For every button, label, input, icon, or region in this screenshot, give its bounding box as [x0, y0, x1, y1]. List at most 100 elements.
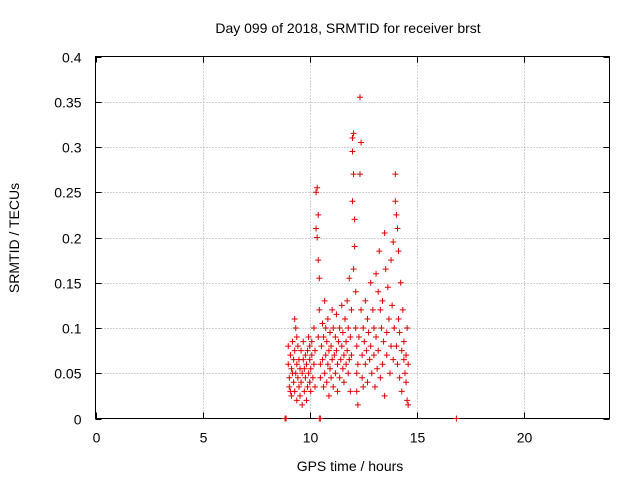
- data-point: [393, 343, 400, 350]
- data-point: [309, 374, 316, 381]
- data-point: [351, 243, 358, 250]
- data-point: [379, 361, 386, 368]
- data-point: [367, 279, 374, 286]
- data-point: [344, 297, 351, 304]
- data-point: [351, 216, 358, 223]
- data-point: [302, 374, 309, 381]
- data-point: [395, 248, 402, 255]
- data-point: [320, 383, 327, 390]
- x-tick-label: 20: [517, 430, 533, 446]
- data-point: [396, 329, 403, 336]
- data-point: [385, 315, 392, 322]
- data-point: [343, 338, 350, 345]
- data-point: [288, 365, 295, 372]
- data-point: [306, 379, 313, 386]
- data-point: [396, 374, 403, 381]
- data-point: [369, 306, 376, 313]
- data-point: [307, 365, 314, 372]
- data-point: [377, 374, 384, 381]
- data-point: [350, 171, 357, 178]
- data-point: [382, 266, 389, 273]
- data-point: [303, 397, 310, 404]
- data-point: [308, 352, 315, 359]
- data-point: [374, 365, 381, 372]
- data-point: [349, 148, 356, 155]
- y-tick-label: 0.3: [62, 140, 82, 156]
- y-tick-label: 0.35: [54, 95, 81, 111]
- data-point: [355, 334, 362, 341]
- data-point: [288, 392, 295, 399]
- data-point: [335, 338, 342, 345]
- data-point: [349, 198, 356, 205]
- data-point: [285, 343, 292, 350]
- y-tick-label: 0.25: [54, 185, 81, 201]
- data-point: [332, 370, 339, 377]
- data-point: [310, 361, 317, 368]
- data-point: [354, 361, 361, 368]
- data-point: [283, 415, 290, 422]
- data-point: [353, 388, 360, 395]
- data-point: [375, 347, 382, 354]
- data-point: [317, 374, 324, 381]
- data-point: [291, 347, 298, 354]
- data-point: [331, 352, 338, 359]
- x-tick-label: 10: [303, 430, 319, 446]
- x-axis-label: GPS time / hours: [297, 458, 404, 474]
- data-point: [389, 302, 396, 309]
- data-point: [323, 338, 330, 345]
- data-point: [376, 248, 383, 255]
- data-point: [403, 352, 410, 359]
- data-point: [404, 397, 411, 404]
- data-point: [375, 288, 382, 295]
- data-point: [329, 356, 336, 363]
- data-point: [392, 171, 399, 178]
- data-point: [293, 397, 300, 404]
- data-point: [347, 334, 354, 341]
- data-point: [370, 325, 377, 331]
- data-point: [405, 361, 412, 368]
- data-point: [315, 257, 322, 264]
- data-point: [349, 134, 356, 141]
- data-point: [307, 388, 314, 395]
- data-point: [391, 325, 398, 331]
- y-tick-label: 0.4: [62, 50, 82, 66]
- data-point: [310, 325, 317, 331]
- data-point: [352, 325, 359, 331]
- data-point: [328, 374, 335, 381]
- data-point: [388, 343, 395, 350]
- data-point: [394, 361, 401, 368]
- data-point: [344, 347, 351, 354]
- data-point: [299, 370, 306, 377]
- data-point: [285, 361, 292, 368]
- data-point: [298, 347, 305, 354]
- data-point: [370, 352, 377, 359]
- data-point: [390, 239, 397, 246]
- data-point: [298, 379, 305, 386]
- grid-layer: [95, 56, 610, 419]
- data-point: [373, 270, 380, 277]
- data-point: [348, 306, 355, 313]
- data-point: [383, 352, 390, 359]
- data-point: [327, 365, 334, 372]
- data-point: [319, 320, 326, 327]
- data-point: [405, 401, 412, 408]
- data-point: [332, 334, 339, 341]
- data-point: [302, 352, 309, 359]
- data-point: [293, 361, 300, 368]
- data-point: [350, 130, 357, 137]
- data-point: [390, 356, 397, 363]
- data-point: [356, 94, 363, 101]
- data-point: [299, 401, 306, 408]
- data-point: [336, 374, 343, 381]
- data-point: [324, 361, 331, 368]
- data-point: [342, 315, 349, 322]
- data-point: [291, 388, 298, 395]
- x-tick-label: 15: [410, 430, 426, 446]
- data-point: [371, 383, 378, 390]
- data-point: [359, 374, 366, 381]
- data-point: [289, 338, 296, 345]
- data-point: [305, 334, 312, 341]
- data-point: [293, 334, 300, 341]
- data-point: [315, 334, 322, 341]
